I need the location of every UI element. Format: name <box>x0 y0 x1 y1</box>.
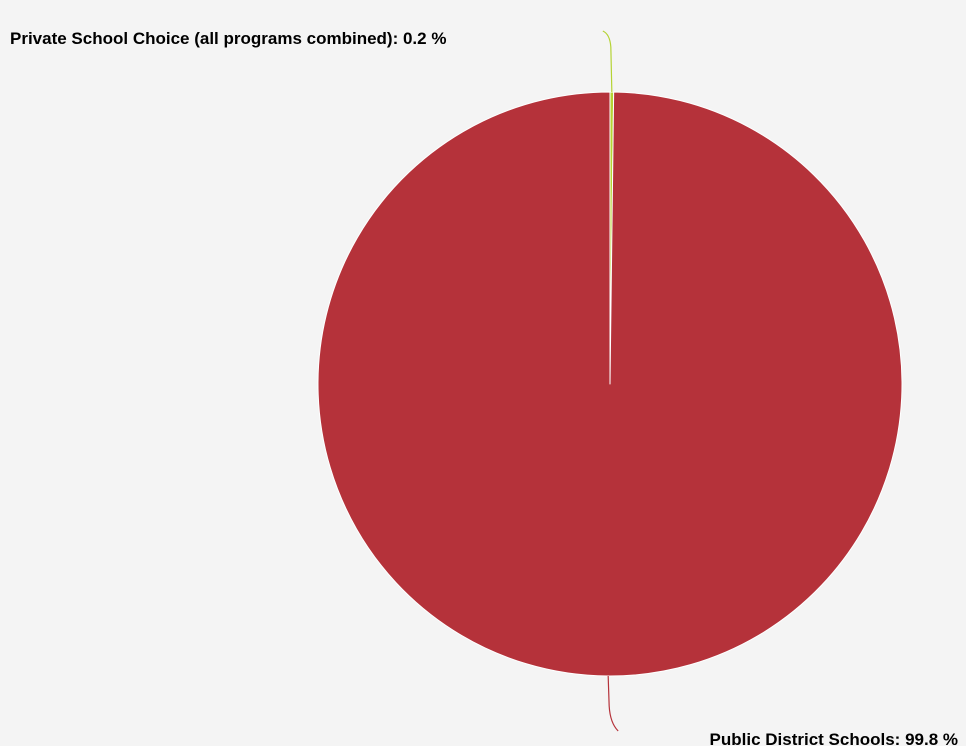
connector-private-school-choice <box>602 30 613 93</box>
label-connectors <box>602 30 619 732</box>
data-label-public-district-schools: Public District Schools: 99.8 % <box>710 730 958 746</box>
data-label-private-school-choice: Private School Choice (all programs comb… <box>10 29 446 48</box>
pie-slice-public-district-schools[interactable] <box>317 91 903 677</box>
connector-public-district-schools <box>607 675 619 732</box>
pie-slices <box>317 91 903 677</box>
